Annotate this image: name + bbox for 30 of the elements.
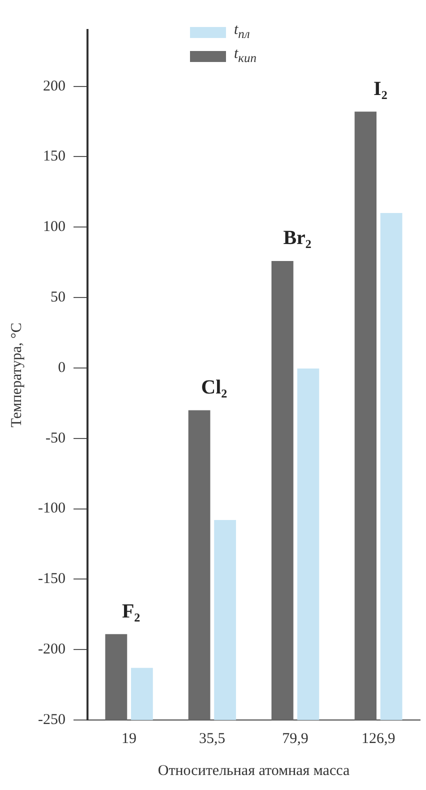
y-tick-label: -150	[38, 571, 66, 588]
y-tick-label: -250	[38, 712, 66, 728]
bar	[130, 668, 153, 720]
legend-label: t$_{пл}$	[234, 22, 250, 42]
y-tick-label: 200	[42, 78, 66, 94]
annotation: Br₂	[283, 227, 312, 250]
bar	[297, 368, 320, 720]
annotation: F₂	[122, 600, 140, 622]
bar	[271, 260, 294, 720]
y-tick-label: -200	[38, 642, 66, 658]
x-tick-label: 35,5	[199, 730, 226, 747]
legend-label: t$_{кип}$	[234, 46, 257, 66]
bar	[354, 112, 377, 720]
bar	[380, 213, 402, 720]
bar	[188, 410, 210, 720]
x-tick-label: 126,9	[362, 730, 396, 747]
bar	[105, 634, 128, 720]
y-tick-label: -100	[38, 500, 66, 517]
bar	[214, 520, 236, 720]
y-axis-title: Температура, °C	[8, 322, 25, 428]
x-axis-title: Относительная атомная масса	[158, 762, 350, 779]
y-tick-label: -50	[45, 430, 66, 446]
y-tick-label: 100	[42, 219, 66, 236]
y-tick-label: 0	[58, 360, 66, 376]
annotation: Cl₂	[201, 376, 228, 398]
y-tick-label: 50	[50, 289, 66, 306]
x-tick-label: 19	[122, 730, 137, 747]
annotation: I₂	[374, 78, 388, 100]
y-tick-label: 150	[42, 148, 66, 165]
x-tick-label: 79,9	[282, 730, 308, 747]
